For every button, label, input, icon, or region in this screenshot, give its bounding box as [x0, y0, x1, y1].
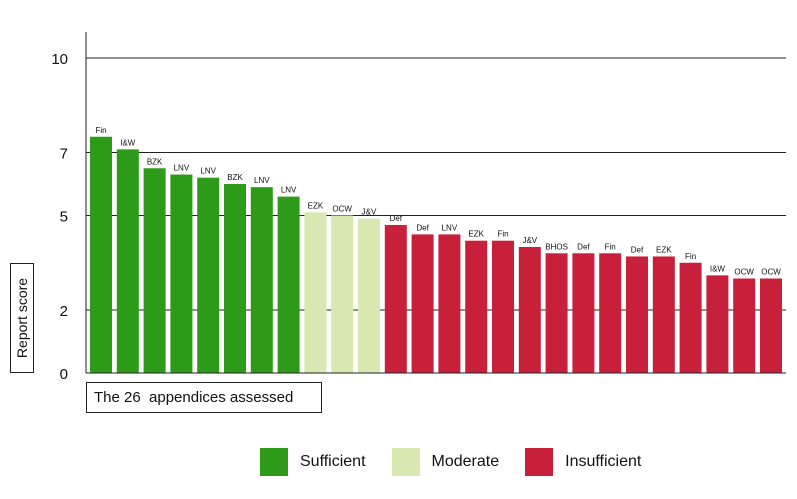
bar [733, 278, 756, 373]
bar [411, 234, 434, 373]
bar-label: Def [416, 223, 429, 232]
bar-label: Def [390, 214, 403, 223]
axes [85, 32, 786, 374]
bar-label: OCW [761, 268, 781, 277]
bar [572, 253, 595, 373]
legend-label-sufficient: Sufficient [300, 453, 366, 470]
bar-label: LNV [442, 223, 458, 232]
legend-item-insufficient: Insufficient [525, 448, 641, 476]
bar-label: LNV [281, 186, 297, 195]
bar [679, 262, 702, 373]
bar [384, 224, 407, 373]
y-tick-labels: 0 2 5 7 10 [51, 51, 68, 383]
bar [358, 218, 380, 373]
y-tick-label: 0 [60, 366, 68, 383]
bar-label: BZK [227, 173, 243, 182]
bar-label: BHOS [545, 242, 568, 251]
bar [116, 149, 139, 373]
bar-label: BZK [147, 157, 163, 166]
bar [652, 256, 675, 373]
legend-swatch-sufficient [260, 448, 288, 476]
bar-label: J&V [362, 208, 377, 217]
legend-label-insufficient: Insufficient [565, 453, 642, 470]
bar-label: EZK [656, 245, 672, 254]
bar [304, 212, 327, 373]
y-tick-label: 2 [60, 303, 68, 320]
bar [545, 253, 568, 373]
bar [599, 253, 622, 373]
bar-label: Fin [605, 242, 616, 251]
bar-label: LNV [174, 164, 190, 173]
legend-swatch-moderate [391, 448, 420, 476]
bar-label: Def [577, 242, 590, 251]
bars [90, 136, 782, 373]
bar-label: I&W [120, 138, 136, 147]
bar-label: EZK [468, 230, 484, 239]
bar-label: I&W [710, 264, 726, 273]
bar [170, 174, 193, 373]
legend: Sufficient Moderate Insufficient [260, 447, 667, 477]
bar [492, 240, 514, 373]
bar [706, 275, 729, 373]
bar [250, 187, 273, 373]
bar [143, 168, 166, 373]
bar-label: Def [631, 245, 644, 254]
bar-label: LNV [200, 167, 216, 176]
bar-label: Fin [95, 126, 106, 135]
bar-label: Fin [497, 230, 508, 239]
bar-label: OCW [734, 268, 754, 277]
legend-item-sufficient: Sufficient [260, 448, 366, 476]
y-tick-label: 7 [60, 146, 68, 163]
y-axis-label: Report score [14, 277, 30, 359]
bar [197, 177, 220, 373]
bar [277, 196, 300, 373]
bar [331, 215, 354, 373]
legend-item-moderate: Moderate [391, 448, 500, 476]
bar [224, 184, 246, 373]
bar-label: LNV [254, 176, 270, 185]
y-tick-label: 10 [51, 51, 68, 68]
bar-labels: Fin I&W BZK LNV LNV BZK LNV LNV EZK OCW J&V Def Def L… [95, 126, 781, 277]
bar [438, 234, 461, 373]
bar [760, 278, 782, 373]
bar-label: J&V [522, 236, 537, 245]
bar [626, 256, 648, 373]
y-tick-label: 5 [60, 209, 68, 226]
bar-label: Fin [685, 252, 696, 261]
bar [90, 136, 112, 373]
bar [518, 247, 541, 373]
bar-label: EZK [308, 201, 324, 210]
x-axis-label: The 26 appendices assessed [86, 382, 322, 413]
legend-swatch-insufficient [525, 448, 554, 476]
bar-label: OCW [332, 205, 352, 214]
bar [465, 240, 488, 373]
y-axis-label-box: Report score [10, 263, 34, 373]
legend-label-moderate: Moderate [431, 453, 500, 470]
